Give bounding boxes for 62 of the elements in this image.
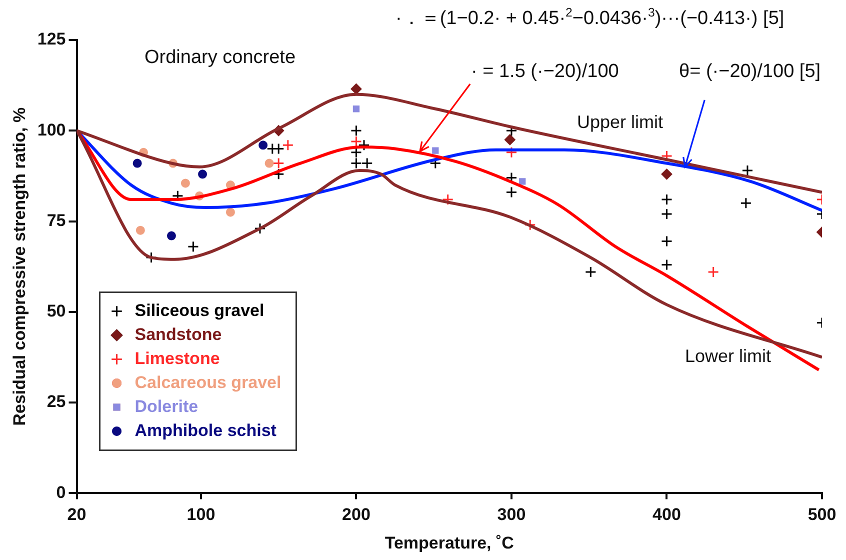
point xyxy=(358,139,370,151)
point xyxy=(264,158,274,168)
point xyxy=(661,168,672,180)
y-tick-label: 50 xyxy=(46,302,66,321)
legend-label: Amphibole schist xyxy=(134,420,277,440)
annotation: · = 1.5 (·−20)/100 xyxy=(471,61,619,83)
y-tick-label: 0 xyxy=(56,482,66,502)
legend-label: Calcareous gravel xyxy=(134,372,282,392)
point xyxy=(226,208,235,217)
annotation: Lower limit xyxy=(685,346,772,366)
x-tick-label: 400 xyxy=(652,505,681,524)
point xyxy=(740,197,752,209)
point xyxy=(660,235,672,247)
y-tick-label: 75 xyxy=(46,210,66,230)
legend-label: Siliceous gravel xyxy=(134,300,264,320)
point xyxy=(350,158,362,170)
point xyxy=(352,106,360,112)
point xyxy=(660,208,672,220)
text: ·．＝(1−0.2· + 0.45·$^{2}$−0.0436·$^{3}$)···(−0.413·) [5] xyxy=(396,5,784,31)
point xyxy=(742,164,754,176)
y-tick-label: 125 xyxy=(37,30,66,49)
point xyxy=(272,158,284,170)
annotation: Ordinary concrete xyxy=(144,47,296,69)
point xyxy=(361,158,373,170)
point xyxy=(524,219,536,231)
legend-label: Dolerite xyxy=(134,396,198,416)
point xyxy=(519,178,526,185)
legend-label: Limestone xyxy=(134,348,220,368)
annotation: θ= (·−20)/100 [5] xyxy=(679,61,821,83)
point xyxy=(432,147,439,154)
x-tick-label: 100 xyxy=(186,505,216,524)
point xyxy=(350,83,362,94)
x-axis-title: Temperature, ˚C xyxy=(384,533,514,552)
point xyxy=(282,139,294,151)
point xyxy=(708,266,720,278)
point xyxy=(584,266,596,278)
point xyxy=(136,226,145,235)
y-axis-title: Residual compressive strength ratio, % xyxy=(10,107,29,426)
point xyxy=(506,146,518,158)
y-tick-label: 25 xyxy=(46,392,66,412)
point xyxy=(198,170,208,179)
legend-label: Sandstone xyxy=(134,324,222,344)
point xyxy=(442,194,454,206)
point xyxy=(504,134,516,146)
y-tick-label: 100 xyxy=(37,120,66,140)
point xyxy=(272,168,284,180)
x-tick-label: 300 xyxy=(497,505,526,524)
point xyxy=(132,158,142,168)
point xyxy=(258,140,268,150)
point xyxy=(187,240,199,252)
point xyxy=(506,186,518,198)
x-tick-label: 200 xyxy=(342,505,370,524)
point xyxy=(180,178,190,188)
point xyxy=(660,194,672,206)
annotation: Upper limit xyxy=(577,112,664,132)
x-tick-label: 500 xyxy=(808,505,836,524)
point xyxy=(166,231,176,240)
point xyxy=(350,136,362,148)
point xyxy=(660,259,672,271)
x-tick-label: 20 xyxy=(67,505,86,524)
point xyxy=(350,124,362,136)
point xyxy=(254,222,266,234)
